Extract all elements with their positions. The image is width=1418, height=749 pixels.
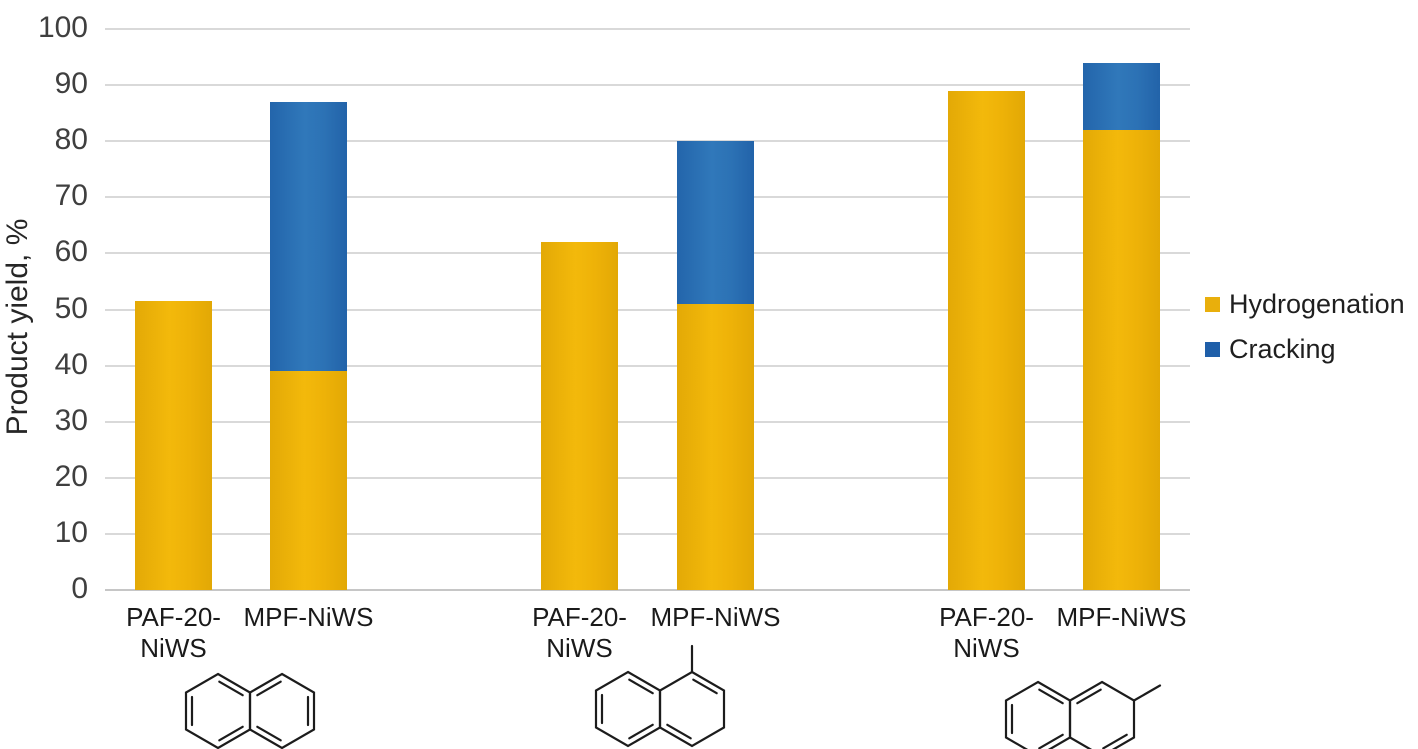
bar-mpf-niws-1-methylnaphthalene-cracking	[677, 141, 754, 304]
x-tick-label-mpf-niws-naphthalene: MPF-NiWS	[224, 602, 394, 633]
x-tick-label-line: PAF-20-	[939, 602, 1034, 632]
x-tick-label-line: NiWS	[546, 633, 613, 663]
naphthalene-structure-icon	[183, 672, 317, 749]
x-tick-label-line: NiWS	[140, 633, 207, 663]
gridline-0	[105, 589, 1190, 591]
bar-paf-20-niws-2-methylnaphthalene-hydrogenation	[948, 90, 1025, 590]
legend-label-cracking: Cracking	[1229, 333, 1336, 364]
y-tick-label-30: 30	[54, 403, 88, 437]
gridline-20	[105, 476, 1190, 479]
gridline-10	[105, 532, 1190, 535]
x-tick-label-paf-20-niws-1-methylnaphthalene: PAF-20- NiWS	[495, 602, 665, 664]
cracking-swatch-icon	[1205, 341, 1220, 357]
bar-paf-20-niws-1-methylnaphthalene-hydrogenation	[541, 242, 618, 590]
x-tick-label-line: MPF-NiWS	[1056, 602, 1187, 632]
bar-mpf-niws-1-methylnaphthalene-hydrogenation	[677, 303, 754, 590]
x-tick-label-mpf-niws-1-methylnaphthalene: MPF-NiWS	[631, 602, 801, 633]
gridline-60	[105, 252, 1190, 255]
gridline-30	[105, 420, 1190, 423]
y-tick-label-100: 100	[37, 11, 88, 44]
methylnaphthalene-2-structure-icon	[1003, 662, 1167, 749]
y-tick-label-10: 10	[54, 515, 88, 549]
y-tick-label-0: 0	[71, 572, 88, 605]
methylnaphthalene-1-structure-icon	[593, 644, 727, 748]
plot-area	[105, 28, 1190, 591]
gridline-100	[105, 28, 1190, 30]
hydrogenation-swatch-icon	[1205, 296, 1220, 312]
gridline-90	[105, 84, 1190, 87]
y-tick-label-90: 90	[54, 67, 88, 101]
y-tick-label-50: 50	[54, 291, 88, 325]
legend-item-cracking: Cracking	[1205, 334, 1405, 364]
y-tick-label-80: 80	[54, 123, 88, 157]
bar-mpf-niws-2-methylnaphthalene-hydrogenation	[1083, 129, 1160, 590]
y-tick-label-40: 40	[54, 347, 88, 381]
legend: Hydrogenation Cracking	[1205, 289, 1405, 379]
x-tick-label-line: PAF-20-	[532, 602, 627, 632]
x-tick-label-line: MPF-NiWS	[650, 602, 781, 632]
legend-label-hydrogenation: Hydrogenation	[1229, 288, 1405, 319]
bar-mpf-niws-2-methylnaphthalene-cracking	[1083, 62, 1160, 130]
x-tick-label-paf-20-niws-naphthalene: PAF-20- NiWS	[89, 602, 259, 664]
x-tick-label-line: NiWS	[953, 633, 1020, 663]
x-tick-label-mpf-niws-2-methylnaphthalene: MPF-NiWS	[1037, 602, 1207, 633]
gridline-70	[105, 196, 1190, 199]
y-tick-label-60: 60	[54, 235, 88, 269]
gridline-40	[105, 364, 1190, 367]
y-tick-label-20: 20	[54, 459, 88, 493]
bar-paf-20-niws-naphthalene-hydrogenation	[135, 301, 212, 590]
bar-mpf-niws-naphthalene-cracking	[270, 101, 347, 372]
legend-item-hydrogenation: Hydrogenation	[1205, 289, 1405, 319]
x-tick-label-line: PAF-20-	[126, 602, 221, 632]
x-tick-label-line: MPF-NiWS	[243, 602, 374, 632]
gridline-50	[105, 308, 1190, 311]
x-tick-label-paf-20-niws-2-methylnaphthalene: PAF-20- NiWS	[902, 602, 1072, 664]
gridline-80	[105, 140, 1190, 143]
bar-mpf-niws-naphthalene-hydrogenation	[270, 371, 347, 590]
y-tick-label-70: 70	[54, 179, 88, 213]
